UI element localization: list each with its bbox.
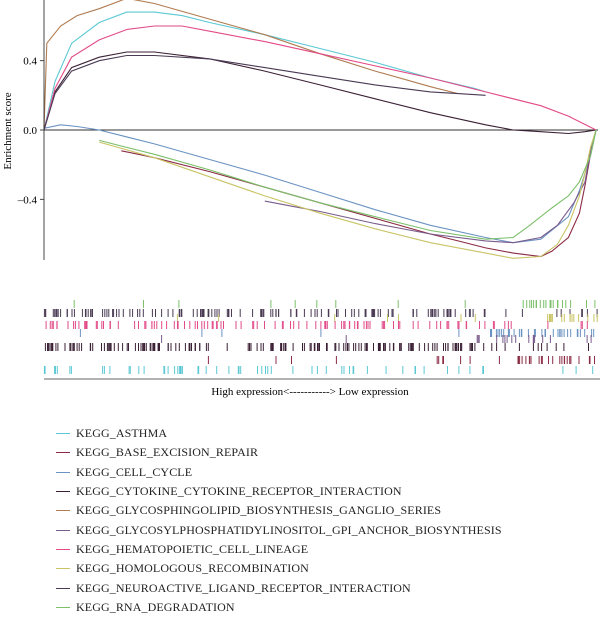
legend-swatch — [56, 452, 70, 454]
plot-area — [43, 0, 598, 259]
legend-label: KEGG_HOMOLOGOUS_RECOMBINATION — [76, 561, 309, 576]
series-line-kegg-homologous-recombination — [99, 129, 597, 259]
legend-item: KEGG_CELL_CYCLE — [56, 463, 502, 482]
series-line-kegg-hematopoietic-cell-lineage — [43, 25, 597, 131]
legend-label: KEGG_CELL_CYCLE — [76, 464, 193, 479]
legend-item: KEGG_HOMOLOGOUS_RECOMBINATION — [56, 559, 502, 578]
series-line-kegg-asthma — [43, 11, 486, 131]
legend-item: KEGG_GLYCOSYLPHOSPHATIDYLINOSITOL_GPI_AN… — [56, 520, 502, 539]
y-tick-label: 0.4 — [23, 56, 37, 68]
legend-label: KEGG_GLYCOSYLPHOSPHATIDYLINOSITOL_GPI_AN… — [76, 522, 502, 537]
x-axis-label: High expression<-----------> Low express… — [211, 386, 409, 398]
legend-swatch — [56, 491, 70, 493]
legend-swatch — [56, 568, 70, 570]
legend-label: KEGG_GLYCOSPHINGOLIPID_BIOSYNTHESIS_GANG… — [76, 503, 442, 518]
legend: KEGG_ASTHMA KEGG_BASE_EXCISION_REPAIR KEGG… — [56, 424, 502, 617]
legend-item: KEGG_NEUROACTIVE_LIGAND_RECEPTOR_INTERAC… — [56, 578, 502, 597]
legend-item: KEGG_CYTOKINE_CYTOKINE_RECEPTOR_INTERACT… — [56, 482, 502, 501]
series-line-kegg-neuroactive-ligand-receptor-interaction — [43, 54, 486, 131]
legend-swatch — [56, 433, 70, 435]
legend-label: KEGG_CYTOKINE_CYTOKINE_RECEPTOR_INTERACT… — [76, 484, 402, 499]
series-line-kegg-glycosphingolipid-biosynthesis-ganglio-series — [43, 0, 459, 131]
series-line-kegg-glycosylphosphatidylinositol-gpi-anchor-biosynthesis — [264, 129, 597, 244]
series-line-kegg-cell-cycle — [43, 124, 597, 244]
legend-label: KEGG_NEUROACTIVE_LIGAND_RECEPTOR_INTERAC… — [76, 580, 411, 595]
legend-swatch — [56, 606, 70, 608]
legend-label: KEGG_ASTHMA — [76, 426, 168, 441]
y-tick-label: –0.4 — [17, 194, 38, 206]
legend-item: KEGG_ASTHMA — [56, 424, 502, 443]
legend-label: KEGG_HEMATOPOIETIC_CELL_LINEAGE — [76, 541, 309, 556]
hit-tick-rows — [43, 300, 598, 374]
legend-label: KEGG_BASE_EXCISION_REPAIR — [76, 445, 259, 460]
legend-label: KEGG_RNA_DEGRADATION — [76, 599, 235, 614]
y-tick-label: 0.0 — [23, 125, 37, 137]
legend-swatch — [56, 529, 70, 531]
series-line-kegg-cytokine-cytokine-receptor-interaction — [43, 51, 597, 135]
series-line-kegg-base-excision-repair — [121, 129, 597, 258]
legend-swatch — [56, 548, 70, 550]
legend-item: KEGG_BASE_EXCISION_REPAIR — [56, 443, 502, 462]
legend-swatch — [56, 510, 70, 512]
series-line-kegg-rna-degradation — [99, 129, 597, 240]
y-axis-label: Enrichment score — [2, 92, 14, 169]
gsea-chart: 0.4 0.0 –0.4 Enrichment score High express… — [2, 0, 600, 398]
legend-swatch — [56, 587, 70, 589]
legend-item: KEGG_GLYCOSPHINGOLIPID_BIOSYNTHESIS_GANG… — [56, 501, 502, 520]
legend-item: KEGG_RNA_DEGRADATION — [56, 598, 502, 617]
legend-swatch — [56, 471, 70, 473]
y-axis: 0.4 0.0 –0.4 — [17, 0, 45, 260]
legend-item: KEGG_HEMATOPOIETIC_CELL_LINEAGE — [56, 540, 502, 559]
